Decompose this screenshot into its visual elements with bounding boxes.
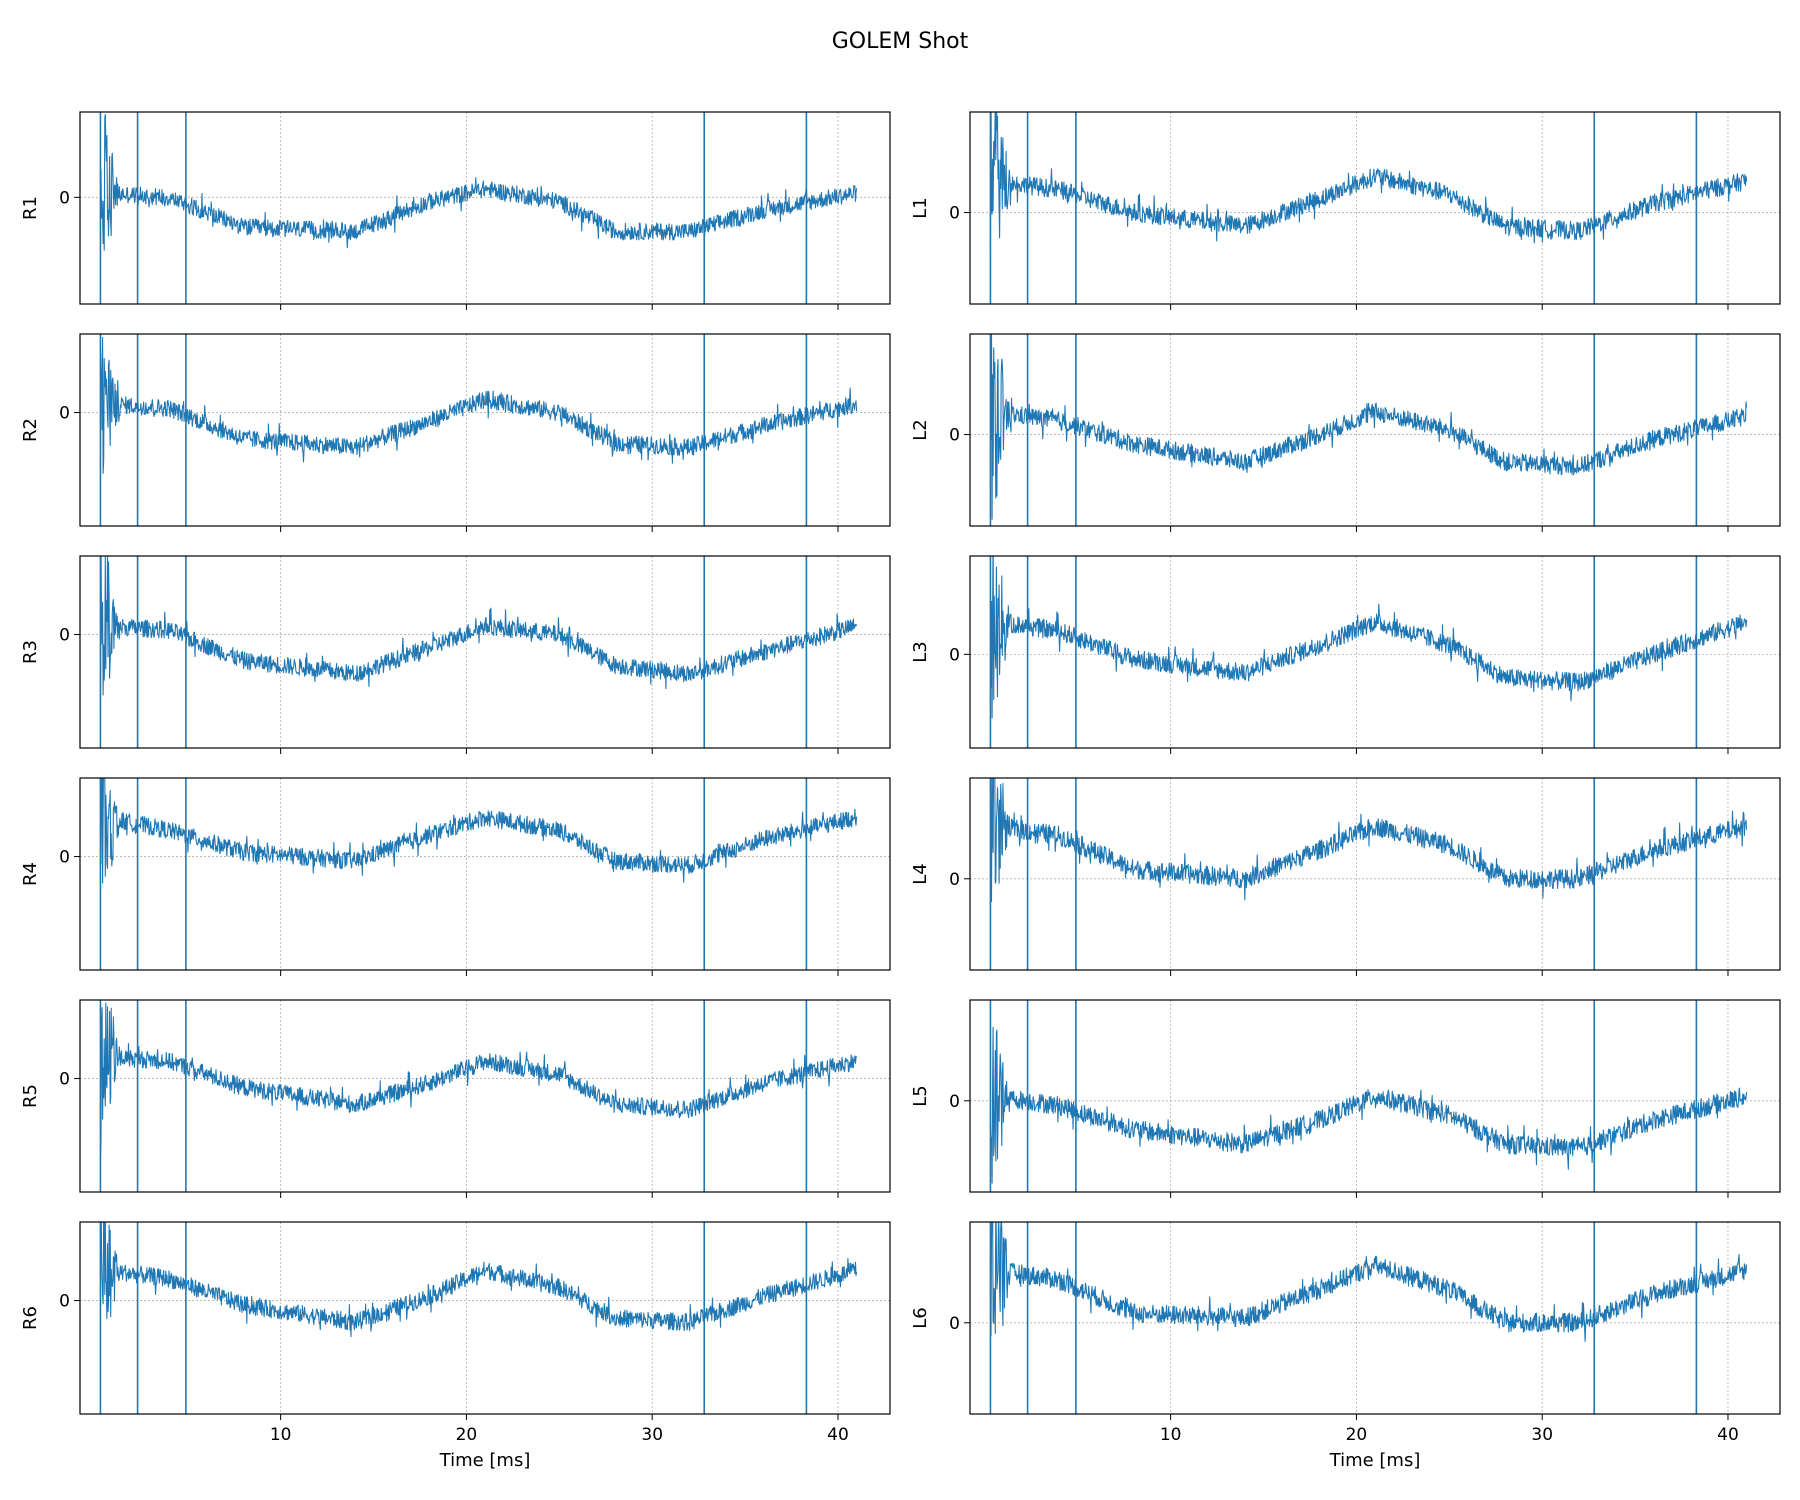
xtick-label-40: 40 bbox=[827, 1425, 849, 1445]
signal-trace-L6 bbox=[989, 1222, 1748, 1342]
xtick-label-20: 20 bbox=[456, 1425, 478, 1445]
panel-R3: 0 R3 bbox=[20, 555, 891, 754]
xtick-label-10: 10 bbox=[270, 1425, 292, 1445]
panel-R5: 0 R5 bbox=[20, 999, 891, 1198]
signal-trace-R5 bbox=[99, 1002, 858, 1160]
ytick-label: 0 bbox=[949, 645, 960, 665]
panel-frame bbox=[79, 999, 891, 1193]
panel-L1: 0 L1 bbox=[910, 111, 1781, 310]
panel-frame bbox=[969, 777, 1781, 971]
ytick-label: 0 bbox=[59, 1292, 70, 1312]
signal-trace-L4 bbox=[990, 778, 1748, 903]
panel-frame bbox=[969, 1221, 1781, 1415]
ylabel-R1: R1 bbox=[20, 196, 41, 220]
ytick-label: 0 bbox=[949, 204, 960, 224]
panel-R1: 0 R1 bbox=[20, 111, 891, 310]
xtick-label-30: 30 bbox=[641, 1425, 663, 1445]
panel-frame bbox=[969, 999, 1781, 1193]
panel-frame bbox=[79, 1221, 891, 1415]
signal-trace-R2 bbox=[99, 337, 858, 474]
panel-L6: 0 L6 10 20 30 40 Time [ms] bbox=[910, 1221, 1781, 1471]
signal-trace-R1 bbox=[99, 113, 858, 251]
panel-R2: 0 R2 bbox=[20, 333, 891, 532]
ylabel-R2: R2 bbox=[20, 418, 41, 442]
signal-trace-L2 bbox=[989, 334, 1748, 520]
ylabel-L4: L4 bbox=[910, 863, 931, 884]
ylabel-L3: L3 bbox=[910, 641, 931, 662]
signal-trace-L3 bbox=[989, 556, 1748, 719]
ylabel-R5: R5 bbox=[20, 1084, 41, 1108]
xlabel: Time [ms] bbox=[1329, 1450, 1421, 1471]
panel-L3: 0 L3 bbox=[910, 555, 1781, 754]
ytick-label: 0 bbox=[59, 404, 70, 424]
ylabel-L1: L1 bbox=[910, 197, 931, 218]
signal-trace-L5 bbox=[989, 1026, 1748, 1184]
ylabel-R6: R6 bbox=[20, 1306, 41, 1330]
panel-L2: 0 L2 bbox=[910, 333, 1781, 532]
ytick-label: 0 bbox=[949, 1092, 960, 1112]
figure-title: GOLEM Shot bbox=[832, 29, 969, 54]
ytick-label: 0 bbox=[949, 426, 960, 446]
panel-R4: 0 R4 bbox=[20, 777, 891, 976]
signal-trace-R3 bbox=[99, 556, 858, 710]
ytick-label: 0 bbox=[59, 188, 70, 208]
panel-frame bbox=[79, 777, 891, 971]
panel-frame bbox=[79, 111, 891, 305]
signal-trace-R4 bbox=[99, 778, 858, 884]
panel-frame bbox=[79, 333, 891, 527]
ytick-label: 0 bbox=[59, 1070, 70, 1090]
signal-trace-R6 bbox=[99, 1222, 858, 1338]
ylabel-L2: L2 bbox=[910, 419, 931, 440]
ytick-label: 0 bbox=[59, 626, 70, 646]
ytick-label: 0 bbox=[949, 870, 960, 890]
ytick-label: 0 bbox=[59, 848, 70, 868]
panel-frame bbox=[969, 555, 1781, 749]
xlabel: Time [ms] bbox=[439, 1450, 531, 1471]
panel-frame bbox=[79, 555, 891, 749]
xtick-label-30: 30 bbox=[1531, 1425, 1553, 1445]
panel-L5: 0 L5 bbox=[910, 999, 1781, 1198]
signal-trace-L1 bbox=[989, 112, 1748, 253]
ylabel-R4: R4 bbox=[20, 862, 41, 886]
ylabel-L6: L6 bbox=[910, 1307, 931, 1328]
xtick-label-20: 20 bbox=[1346, 1425, 1368, 1445]
xtick-label-10: 10 bbox=[1160, 1425, 1182, 1445]
ytick-label: 0 bbox=[949, 1314, 960, 1334]
panel-frame bbox=[969, 111, 1781, 305]
panel-L4: 0 L4 bbox=[910, 777, 1781, 976]
panel-frame bbox=[969, 333, 1781, 527]
panel-R6: 0 R6 10 20 30 40 Time [ms] bbox=[20, 1221, 891, 1471]
ylabel-L5: L5 bbox=[910, 1085, 931, 1106]
ylabel-R3: R3 bbox=[20, 640, 41, 664]
xtick-label-40: 40 bbox=[1717, 1425, 1739, 1445]
